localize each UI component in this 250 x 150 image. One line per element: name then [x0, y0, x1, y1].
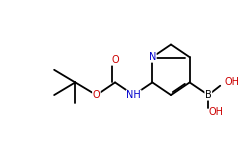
Text: N: N: [149, 52, 156, 62]
Text: B: B: [205, 90, 212, 100]
Text: O: O: [111, 55, 119, 65]
Text: OH: OH: [208, 107, 223, 117]
Text: O: O: [92, 90, 100, 100]
Text: OH: OH: [224, 77, 240, 87]
Text: NH: NH: [126, 90, 141, 100]
